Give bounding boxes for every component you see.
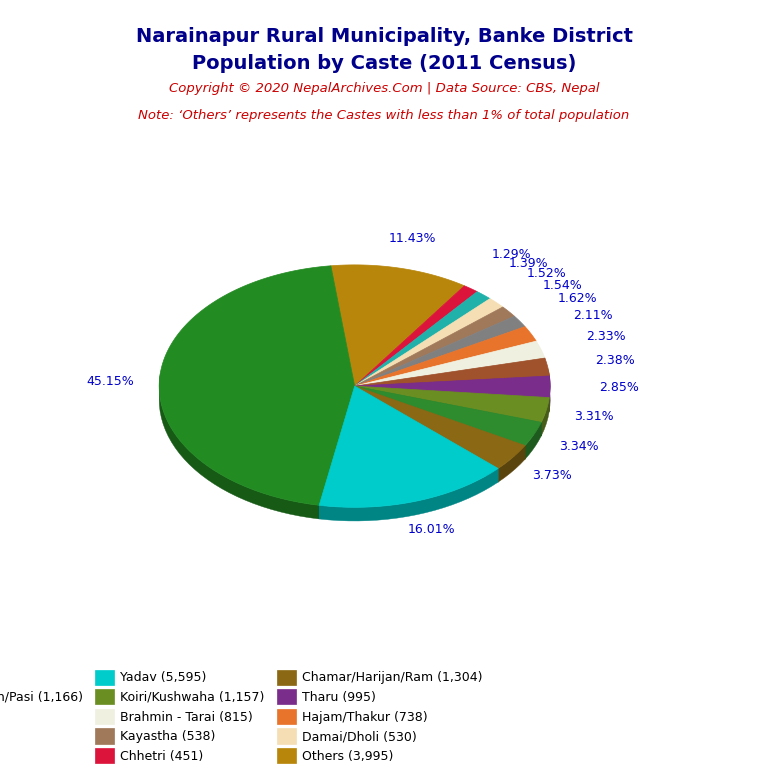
Polygon shape: [355, 376, 550, 398]
Polygon shape: [498, 445, 525, 482]
Polygon shape: [319, 468, 498, 521]
Polygon shape: [355, 386, 525, 459]
Polygon shape: [355, 326, 536, 386]
Legend: Muslim (15,777), Dusadh/Pasawan/Pasi (1,166), Dhobi (832), Kurmi (565), Teli (48: Muslim (15,777), Dusadh/Pasawan/Pasi (1,…: [0, 664, 488, 768]
Text: 2.33%: 2.33%: [587, 330, 626, 343]
Polygon shape: [355, 386, 541, 445]
Text: Narainapur Rural Municipality, Banke District: Narainapur Rural Municipality, Banke Dis…: [135, 27, 633, 46]
Polygon shape: [355, 376, 549, 400]
Polygon shape: [355, 386, 541, 436]
Polygon shape: [355, 376, 549, 400]
Polygon shape: [355, 358, 545, 400]
Text: 16.01%: 16.01%: [408, 523, 455, 536]
Polygon shape: [355, 286, 477, 386]
Polygon shape: [355, 386, 541, 436]
Polygon shape: [355, 386, 498, 482]
Polygon shape: [355, 341, 545, 386]
Text: 1.62%: 1.62%: [558, 292, 598, 305]
Polygon shape: [355, 386, 549, 412]
Text: 3.73%: 3.73%: [532, 468, 572, 482]
Text: 2.85%: 2.85%: [598, 380, 638, 393]
Polygon shape: [159, 373, 319, 519]
Polygon shape: [541, 398, 549, 436]
Polygon shape: [355, 316, 525, 386]
Text: Copyright © 2020 NepalArchives.Com | Data Source: CBS, Nepal: Copyright © 2020 NepalArchives.Com | Dat…: [169, 82, 599, 95]
Polygon shape: [355, 358, 545, 400]
Polygon shape: [355, 386, 525, 459]
Text: Note: ‘Others’ represents the Castes with less than 1% of total population: Note: ‘Others’ represents the Castes wit…: [138, 109, 630, 122]
Polygon shape: [159, 266, 355, 505]
Polygon shape: [525, 422, 541, 459]
Polygon shape: [355, 358, 549, 386]
Polygon shape: [331, 265, 465, 386]
Text: 1.39%: 1.39%: [509, 257, 548, 270]
Text: 3.31%: 3.31%: [574, 409, 614, 422]
Text: Population by Caste (2011 Census): Population by Caste (2011 Census): [192, 54, 576, 73]
Polygon shape: [549, 376, 550, 412]
Polygon shape: [355, 292, 490, 386]
Text: 11.43%: 11.43%: [389, 233, 435, 245]
Text: 1.29%: 1.29%: [492, 248, 531, 261]
Text: 45.15%: 45.15%: [87, 375, 134, 388]
Text: 3.34%: 3.34%: [559, 440, 599, 452]
Polygon shape: [319, 386, 498, 508]
Polygon shape: [319, 386, 355, 519]
Text: 1.52%: 1.52%: [526, 267, 566, 280]
Text: 2.38%: 2.38%: [595, 354, 635, 367]
Polygon shape: [355, 386, 498, 482]
Polygon shape: [355, 386, 549, 422]
Polygon shape: [355, 307, 515, 386]
Polygon shape: [548, 370, 549, 389]
Polygon shape: [355, 386, 525, 468]
Polygon shape: [355, 386, 549, 412]
Polygon shape: [355, 299, 503, 386]
Text: 2.11%: 2.11%: [573, 309, 613, 322]
Text: 1.54%: 1.54%: [543, 279, 583, 292]
Polygon shape: [319, 386, 355, 519]
